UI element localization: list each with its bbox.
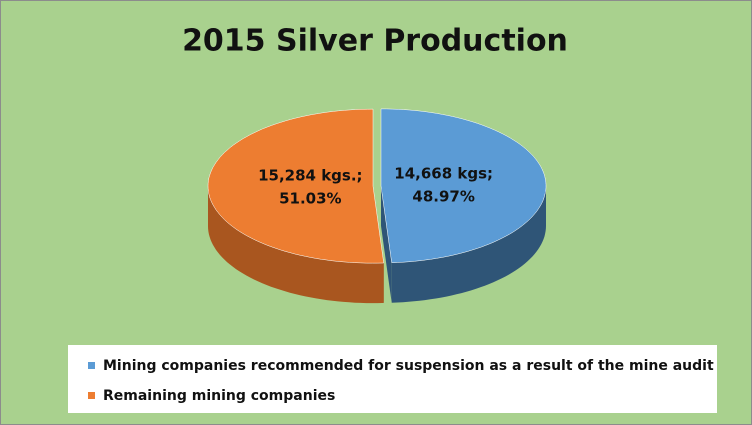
slice-cut-face	[381, 185, 392, 303]
data-label: 48.97%	[412, 187, 474, 205]
legend-label: Mining companies recommended for suspens…	[103, 358, 714, 374]
slice	[207, 108, 384, 264]
slice-side	[391, 185, 546, 303]
slice	[380, 108, 547, 263]
chart-title: 2015 Silver Production	[182, 24, 568, 59]
data-label: 15,284 kgs.;	[258, 167, 362, 185]
slice-side	[208, 186, 384, 304]
legend-swatch	[88, 392, 95, 399]
legend-box	[68, 345, 717, 413]
data-label: 51.03%	[279, 190, 341, 208]
legend-swatch	[88, 362, 95, 369]
legend-label: Remaining mining companies	[103, 388, 335, 404]
data-label: 14,668 kgs;	[394, 164, 493, 182]
